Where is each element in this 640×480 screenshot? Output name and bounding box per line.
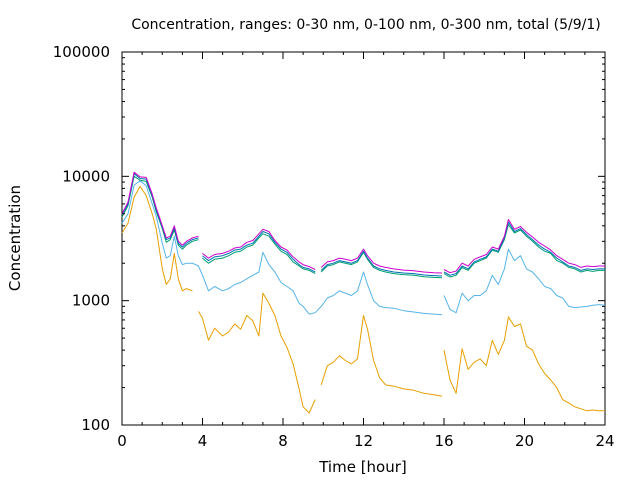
series-line-4	[121, 173, 605, 277]
axes-layer: 0 4 8 12 16 20 24 100 1000 10000 100000	[53, 43, 615, 450]
x-tick-label: 8	[278, 432, 288, 450]
x-axis-label: Time [hour]	[318, 458, 407, 476]
y-tick-label: 1000	[72, 292, 110, 310]
chart-title: Concentration, ranges: 0-30 nm, 0-100 nm…	[131, 17, 600, 33]
series-line-3	[121, 175, 605, 279]
y-axis-label: Concentration	[6, 185, 24, 291]
plot-border	[121, 51, 606, 426]
x-tick-label: 0	[117, 432, 127, 450]
series-line-1	[121, 185, 605, 414]
x-tick-label: 12	[354, 432, 373, 450]
series-line-2	[121, 180, 606, 316]
y-tick-label: 100	[81, 416, 110, 434]
series-line-5	[121, 171, 605, 274]
series-layer	[121, 171, 606, 414]
x-tick-label: 24	[595, 432, 614, 450]
x-tick-label: 16	[434, 432, 453, 450]
x-tick-label: 20	[515, 432, 534, 450]
x-tick-label: 4	[198, 432, 208, 450]
y-tick-label: 100000	[53, 43, 110, 61]
y-tick-label: 10000	[62, 167, 110, 185]
plot-frame	[121, 51, 606, 426]
